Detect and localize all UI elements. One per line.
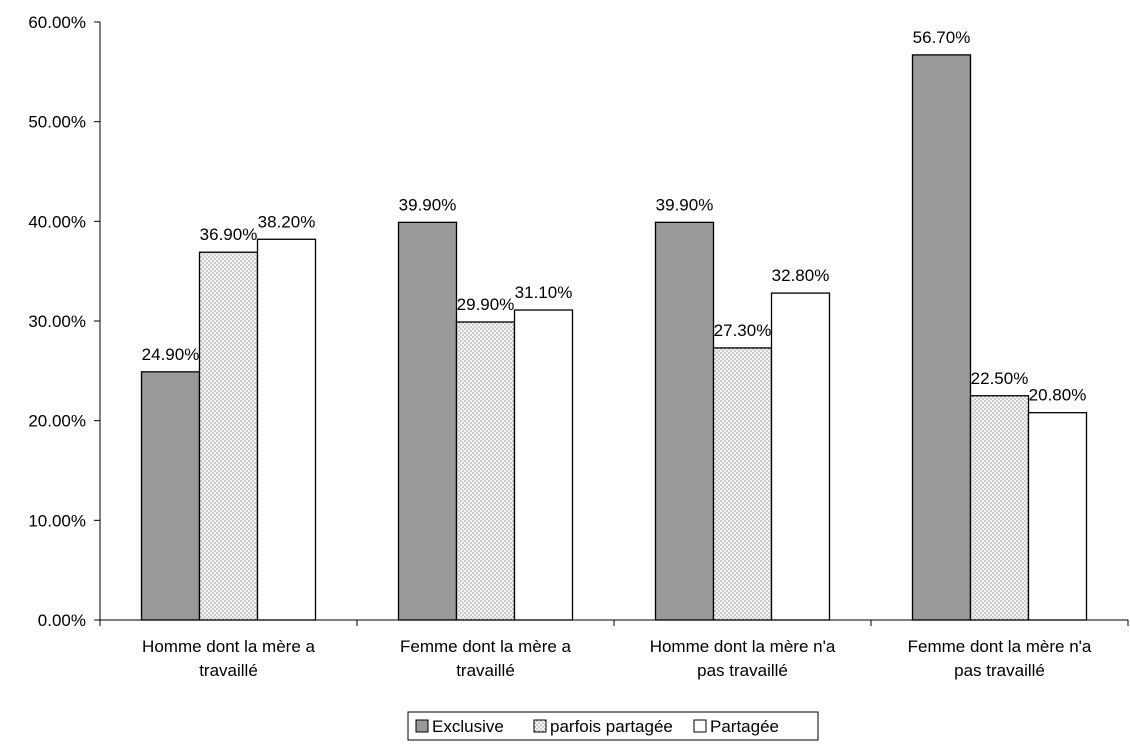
bar-exclusive: [140, 371, 201, 621]
bar-parfois-partagée: [455, 321, 516, 621]
y-tick-label: 40.00%: [28, 212, 86, 231]
x-tick-label-line2: travaillé: [456, 661, 515, 680]
bar-partagée: [770, 292, 831, 621]
legend: Exclusive parfois partagée Partagée: [407, 711, 819, 741]
y-tick-label: 30.00%: [28, 312, 86, 331]
y-tick-label: 10.00%: [28, 511, 86, 530]
legend-label: Partagée: [710, 717, 779, 736]
data-label: 20.80%: [1029, 386, 1087, 405]
x-tick-label-line1: Femme dont la mère n'a: [908, 637, 1092, 656]
y-tick-label: 60.00%: [28, 13, 86, 32]
data-label: 39.90%: [656, 195, 714, 214]
bar-parfois-partagée: [712, 347, 773, 621]
bar-parfois-partagée: [969, 395, 1030, 621]
bar-partagée: [1027, 412, 1088, 621]
data-label: 22.50%: [971, 369, 1029, 388]
data-label: 36.90%: [200, 225, 258, 244]
x-tick-label-line2: pas travaillé: [954, 661, 1045, 680]
bar-partagée: [256, 238, 317, 621]
x-tick-label-line2: pas travaillé: [697, 661, 788, 680]
bar-partagée: [513, 309, 574, 621]
data-label: 56.70%: [913, 28, 971, 47]
y-tick-label: 20.00%: [28, 412, 86, 431]
legend-swatch: [533, 719, 547, 733]
legend-swatch: [693, 719, 707, 733]
legend-box: [407, 711, 819, 741]
data-label: 29.90%: [457, 295, 515, 314]
bar-exclusive: [654, 221, 715, 621]
legend-label: parfois partagée: [550, 717, 673, 736]
data-label: 24.90%: [142, 345, 200, 364]
bars: [140, 54, 1088, 621]
data-label: 32.80%: [772, 266, 830, 285]
data-labels: 24.90% 36.90%38.20% 39.90% 29.90%31.10% 39.9…: [142, 28, 1087, 405]
y-tick-label: 50.00%: [28, 113, 86, 132]
x-tick-label-line1: Homme dont la mère a: [142, 637, 315, 656]
x-axis: Homme dont la mère a travaillé Femme dont …: [99, 619, 1129, 680]
data-label: 31.10%: [515, 283, 573, 302]
bar-exclusive: [397, 221, 458, 621]
legend-label: Exclusive: [432, 717, 504, 736]
bar-parfois-partagée: [198, 251, 259, 621]
data-label: 38.20%: [258, 212, 316, 231]
legend-swatch: [415, 719, 429, 733]
data-label: 39.90%: [399, 195, 457, 214]
bar-exclusive: [911, 54, 972, 621]
x-tick-label-line1: Homme dont la mère n'a: [650, 637, 836, 656]
data-label: 27.30%: [714, 321, 772, 340]
x-tick-label-line1: Femme dont la mère a: [400, 637, 572, 656]
y-tick-label: 0.00%: [38, 611, 86, 630]
y-axis: 0.00% 10.00% 20.00% 30.00% 40.00% 50.00% 60.00…: [28, 13, 101, 630]
x-tick-label-line2: travaillé: [199, 661, 258, 680]
